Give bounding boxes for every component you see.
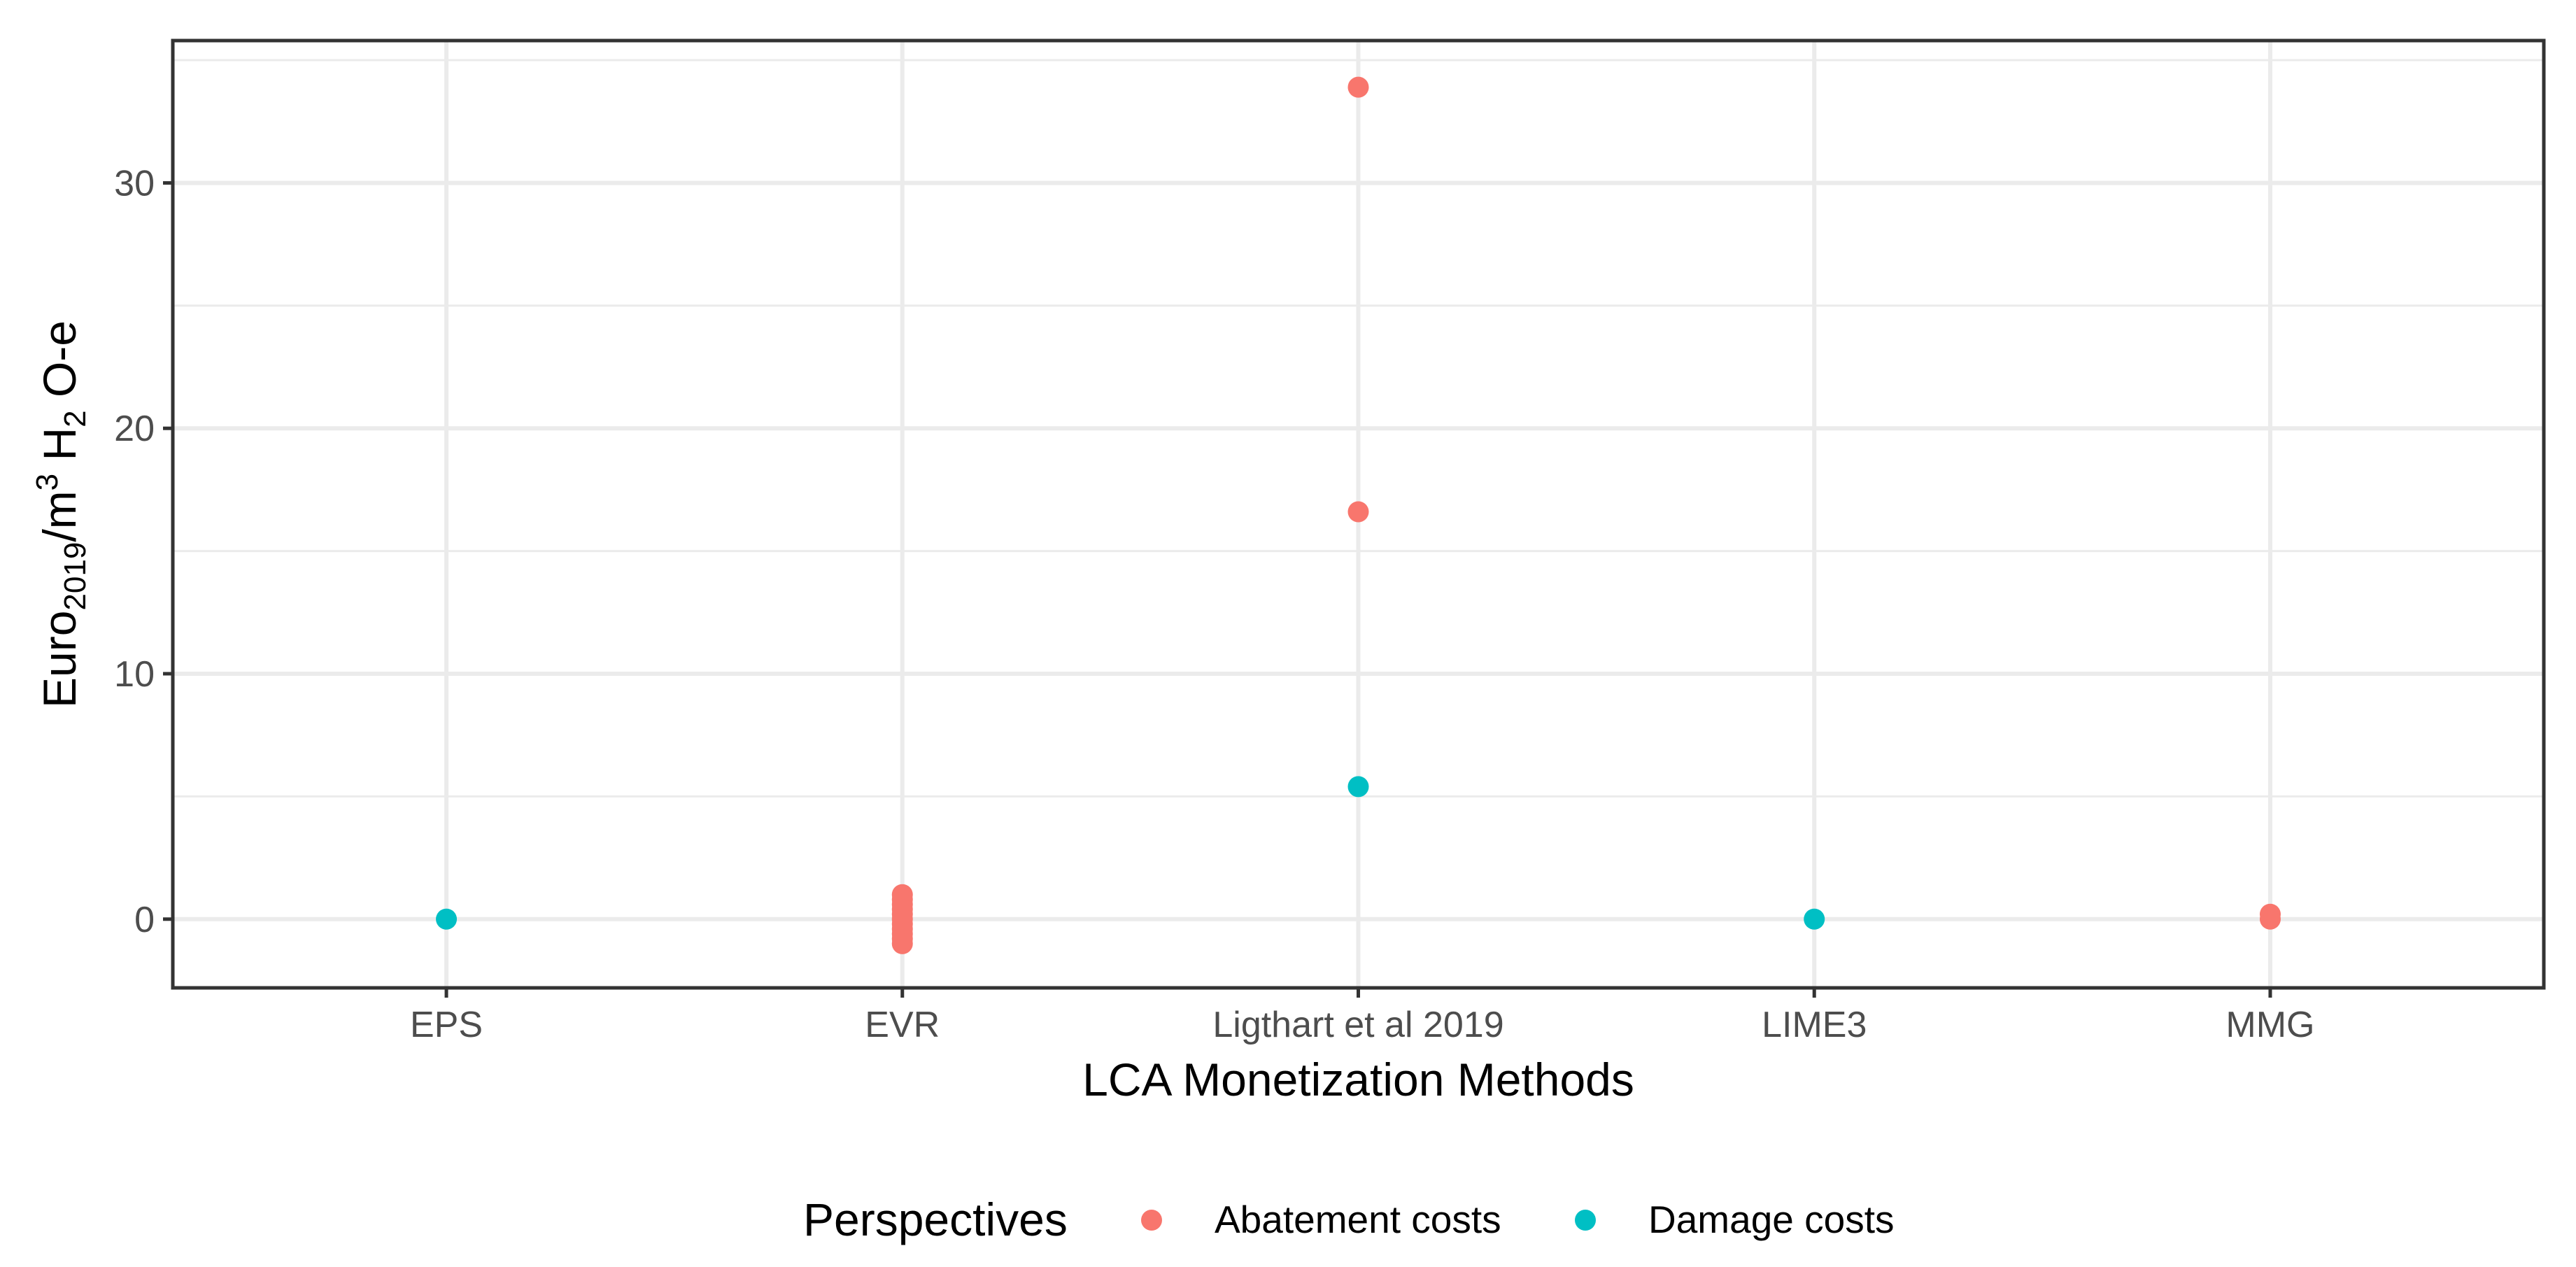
y-axis-title-end: O-e	[34, 320, 85, 410]
data-points	[436, 76, 2281, 954]
y-tick-label: 10	[114, 654, 155, 695]
x-axis-title: LCA Monetization Methods	[1082, 1054, 1634, 1105]
x-tick-label: EVR	[865, 1005, 940, 1045]
y-axis-title: Euro2019/m3 H2 O-e	[30, 320, 92, 708]
x-tick-label: Ligthart et al 2019	[1212, 1005, 1503, 1045]
y-axis-title-sub2: 2	[58, 410, 92, 427]
y-axis-title-sub1: 2019	[58, 542, 92, 611]
x-axis-ticks: EPS EVR Ligthart et al 2019 LIME3 MMG	[410, 988, 2315, 1045]
legend: Perspectives Abatement costs Damage costs	[803, 1194, 1895, 1245]
y-axis-title-sup: 3	[30, 474, 64, 490]
y-tick-label: 30	[114, 163, 155, 204]
y-axis-title-space: H	[34, 427, 85, 474]
legend-items: Abatement costs Damage costs	[1141, 1198, 1895, 1241]
data-point	[891, 933, 913, 954]
data-point	[1347, 501, 1369, 523]
x-tick-label: EPS	[410, 1005, 483, 1045]
data-point	[436, 908, 458, 930]
y-axis-title-base: Euro	[34, 611, 85, 708]
x-tick-label: LIME3	[1762, 1005, 1867, 1045]
data-point	[2259, 908, 2281, 930]
legend-label: Abatement costs	[1215, 1198, 1501, 1241]
legend-key	[1141, 1210, 1162, 1231]
y-axis-title-mid: /m	[34, 490, 85, 542]
y-tick-label: 0	[134, 900, 155, 940]
legend-title: Perspectives	[803, 1194, 1068, 1245]
y-tick-label: 20	[114, 409, 155, 449]
legend-key	[1575, 1210, 1596, 1231]
legend-label: Damage costs	[1648, 1198, 1895, 1241]
data-point	[1347, 76, 1369, 98]
data-point	[1347, 776, 1369, 798]
data-point	[1804, 908, 1825, 930]
y-axis-ticks: 0 10 20 30	[114, 163, 173, 940]
x-tick-label: MMG	[2225, 1005, 2314, 1045]
